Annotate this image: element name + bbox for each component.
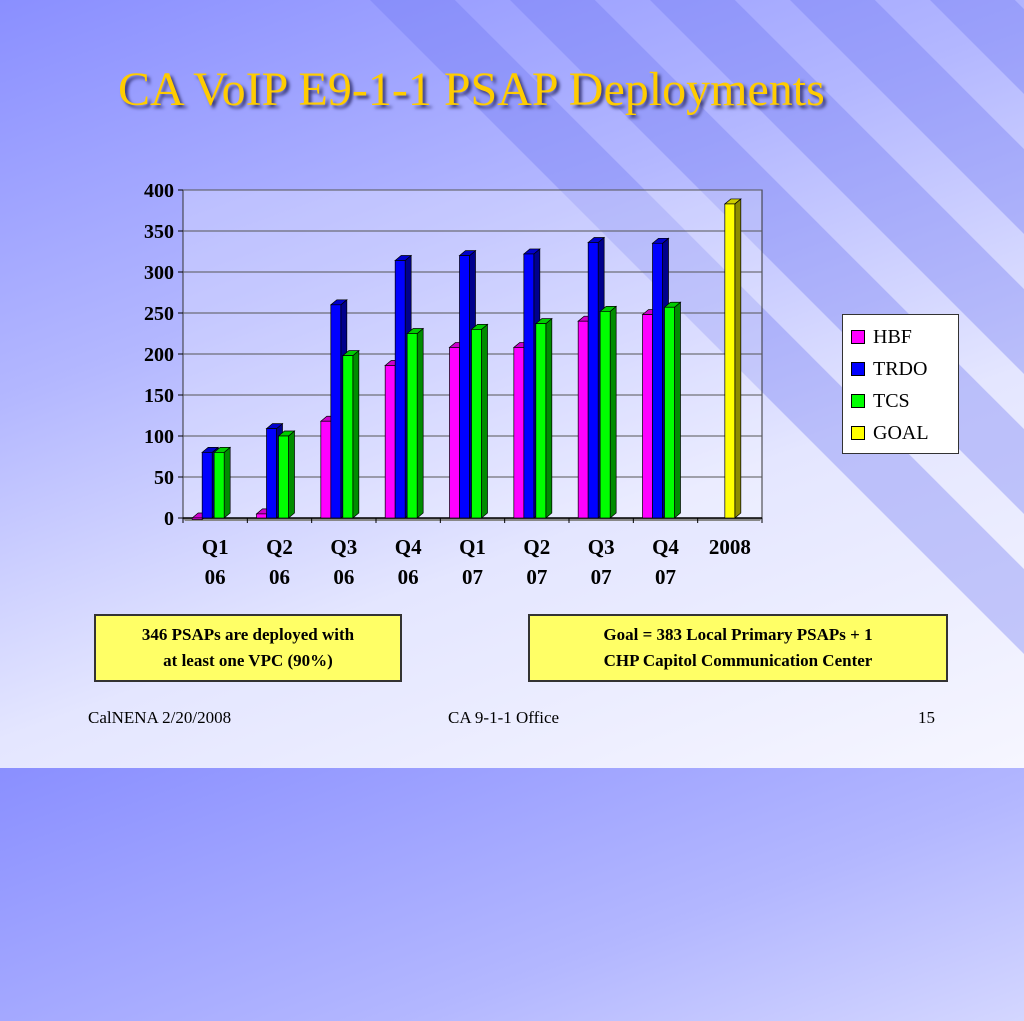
x-tick-label: 06 (269, 565, 290, 589)
y-tick-label: 0 (164, 508, 174, 530)
legend-item-goal: GOAL (851, 417, 958, 449)
x-tick-label: 2008 (709, 535, 751, 559)
bar-tcs-6 (599, 305, 618, 519)
x-tick-label: 06 (205, 565, 226, 589)
x-tick-label: Q2 (266, 535, 293, 559)
footer-organization-date: CalNENA 2/20/2008 (88, 708, 232, 727)
y-tick-label: 100 (144, 426, 174, 448)
bar-tcs-3 (406, 327, 425, 519)
deployed-note-line1: 346 PSAPs are deployed with (141, 625, 355, 644)
x-tick-label: Q1 (202, 535, 229, 559)
x-tick-label: Q1 (459, 535, 486, 559)
bar-tcs-1 (277, 430, 296, 519)
goal-note-box: Goal = 383 Local Primary PSAPs + 1 CHP C… (528, 614, 948, 682)
x-tick-label: Q3 (330, 535, 357, 559)
footer-page-number: 15 (918, 708, 935, 727)
legend-label-hbf: HBF (873, 325, 912, 348)
bar-goal-8 (723, 198, 742, 519)
x-tick-label: 07 (526, 565, 547, 589)
x-tick-label: 07 (591, 565, 612, 589)
y-tick-label: 50 (154, 467, 174, 489)
legend-item-hbf: HBF (851, 321, 958, 353)
x-tick-label: 07 (655, 565, 676, 589)
deployed-note-line2: at least one VPC (90%) (163, 651, 333, 670)
goal-note-line1: Goal = 383 Local Primary PSAPs + 1 (603, 625, 873, 644)
chart-legend: HBF TRDO TCS GOAL (842, 314, 959, 454)
legend-swatch-tcs (851, 394, 865, 408)
deployed-note-box: 346 PSAPs are deployed with at least one… (94, 614, 402, 682)
bar-tcs-2 (341, 349, 360, 519)
bar-tcs-4 (470, 323, 489, 519)
y-tick-label: 350 (144, 221, 174, 243)
y-tick-label: 250 (144, 303, 174, 325)
y-tick-label: 400 (144, 180, 174, 202)
x-tick-label: 06 (333, 565, 354, 589)
plot-area: 0 50 100 150 200 250 300 350 400 Q1 06 Q2 06 Q3 06 Q4 06… (144, 180, 763, 589)
footer-office: CA 9-1-1 Office (448, 708, 560, 727)
x-tick-label: Q4 (395, 535, 422, 559)
legend-swatch-goal (851, 426, 865, 440)
legend-swatch-hbf (851, 330, 865, 344)
bar-tcs-7 (663, 301, 682, 519)
x-tick-label: Q2 (523, 535, 550, 559)
x-tick-label: Q3 (588, 535, 615, 559)
y-tick-label: 150 (144, 385, 174, 407)
legend-label-tcs: TCS (873, 389, 910, 412)
x-tick-label: 07 (462, 565, 483, 589)
bar-tcs-0 (213, 446, 232, 519)
y-tick-label: 300 (144, 262, 174, 284)
slide-title: CA VoIP E9-1-1 PSAP Deployments (118, 63, 825, 116)
y-tick-label: 200 (144, 344, 174, 366)
legend-label-trdo: TRDO (873, 357, 928, 380)
goal-note-line2: CHP Capitol Communication Center (603, 651, 873, 670)
legend-label-goal: GOAL (873, 421, 929, 444)
legend-swatch-trdo (851, 362, 865, 376)
bar-tcs-5 (534, 317, 553, 519)
legend-item-tcs: TCS (851, 385, 958, 417)
x-tick-label: 06 (398, 565, 419, 589)
bar-chart: 0 50 100 150 200 250 300 350 400 Q1 06 Q2 06 Q3 06 Q4 06… (144, 180, 763, 589)
x-tick-label: Q4 (652, 535, 679, 559)
legend-item-trdo: TRDO (851, 353, 958, 385)
